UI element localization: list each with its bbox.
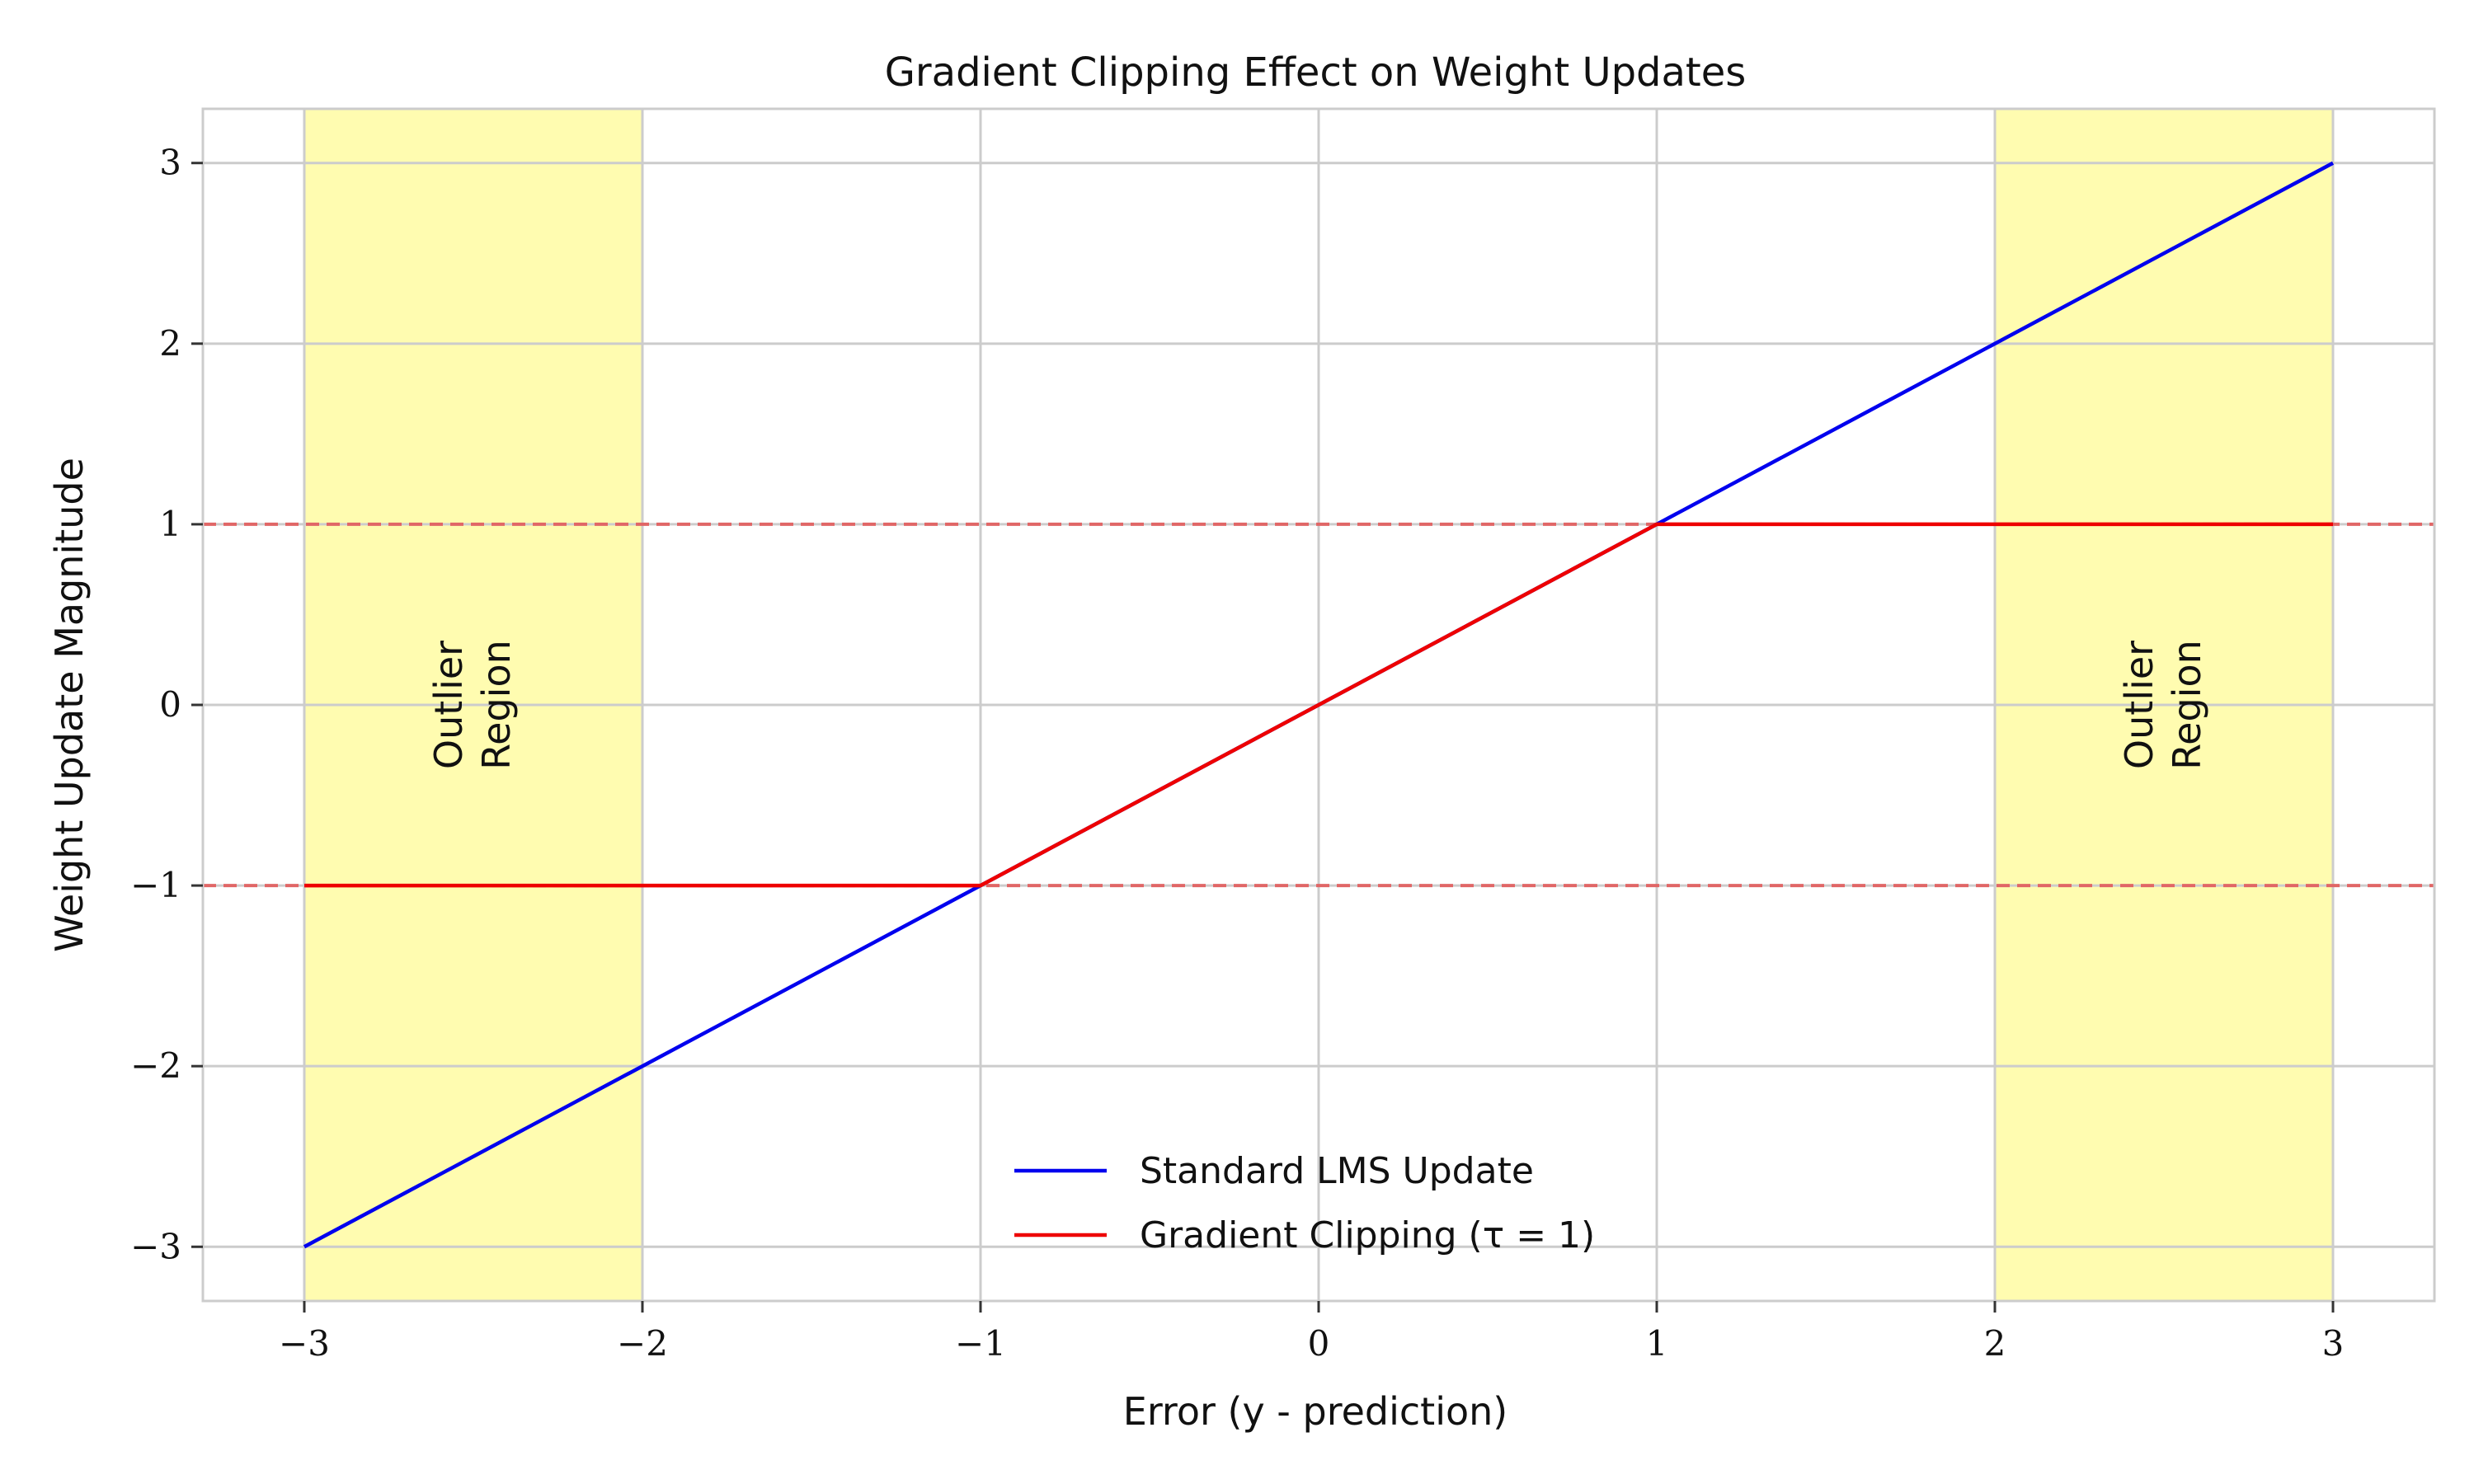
series-line-2 <box>304 522 2333 888</box>
legend-label-1: Standard LMS Update <box>1140 1150 1534 1192</box>
region-annotations: Outlier Region Outlier Region <box>426 640 2209 769</box>
y-tick-label: −1 <box>130 865 181 905</box>
chart-title: Gradient Clipping Effect on Weight Updat… <box>885 49 1747 96</box>
region-label-line1: Outlier <box>2117 641 2161 769</box>
legend: Standard LMS Update Gradient Clipping (τ … <box>1014 1150 1595 1256</box>
x-tick-label: 0 <box>1308 1323 1330 1364</box>
region-label-line1: Outlier <box>426 641 471 769</box>
series-lines <box>303 161 2335 1249</box>
x-tick-label: −2 <box>617 1323 668 1364</box>
y-tick-label: 3 <box>159 143 181 183</box>
y-tick-label: 2 <box>159 323 181 364</box>
legend-label-2: Gradient Clipping (τ = 1) <box>1140 1214 1595 1256</box>
y-tick-label: −2 <box>130 1045 181 1086</box>
y-tick-label: 1 <box>159 504 181 544</box>
y-axis-label: Weight Update Magnitude <box>47 458 92 952</box>
region-label-line2: Region <box>474 640 519 769</box>
x-axis-ticks: −3 −2 −1 0 1 2 3 <box>279 1301 2344 1364</box>
x-tick-label: 2 <box>1984 1323 2006 1364</box>
x-tick-label: −1 <box>955 1323 1006 1364</box>
region-label-line2: Region <box>2165 640 2209 769</box>
x-tick-label: 1 <box>1646 1323 1668 1364</box>
x-tick-label: −3 <box>279 1323 330 1364</box>
x-axis-label: Error (y - prediction) <box>1123 1389 1508 1434</box>
x-tick-label: 3 <box>2322 1323 2345 1364</box>
y-tick-label: 0 <box>159 684 181 725</box>
y-tick-label: −3 <box>130 1226 181 1266</box>
y-axis-ticks: −3 −2 −1 0 1 2 3 <box>130 143 203 1266</box>
